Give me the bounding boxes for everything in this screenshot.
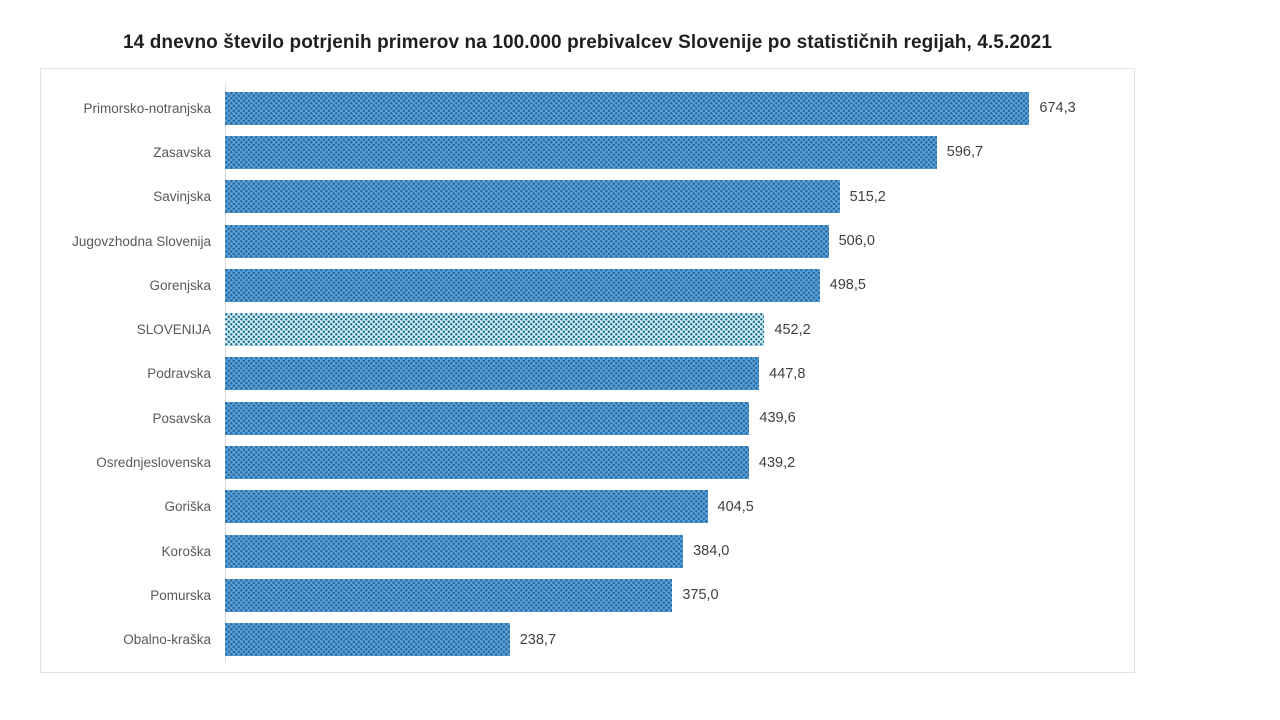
bar-value-label: 596,7 [946, 144, 984, 161]
bar-value-label: 238,7 [519, 631, 557, 648]
chart-row: Gorenjska 498,5 [41, 263, 1134, 307]
category-label: Jugovzhodna Slovenija [72, 233, 211, 249]
bar-track: 447,8 [225, 352, 1134, 396]
chart-row: Pomurska 375,0 [41, 573, 1134, 617]
bar [225, 180, 840, 214]
bar-value-label: 439,2 [758, 454, 796, 471]
category-label: Obalno-kraška [123, 632, 211, 648]
chart-row: Zasavska 596,7 [41, 130, 1134, 174]
category-label: Koroška [161, 543, 211, 559]
chart-row: Primorsko-notranjska 674,3 [41, 86, 1134, 130]
chart-row: Osrednjeslovenska 439,2 [41, 440, 1134, 484]
bar-value-label: 498,5 [829, 277, 866, 294]
category-label: Posavska [152, 410, 211, 426]
chart-area: Primorsko-notranjska 674,3 Zasavska 596,7 Sa… [40, 68, 1135, 673]
chart-title: 14 dnevno število potrjenih primerov na … [123, 32, 1052, 53]
category-label: Primorsko-notranjska [83, 100, 211, 116]
category-label: Savinjska [153, 189, 211, 205]
bar [225, 401, 750, 435]
bar [225, 357, 760, 391]
bar-value-label: 506,0 [838, 233, 875, 250]
bar-value-label: 439,6 [759, 410, 796, 427]
category-label: Gorenjska [149, 277, 211, 293]
bar [225, 91, 1030, 125]
chart-row: Koroška 384,0 [41, 529, 1134, 573]
chart-row: Obalno-kraška 238,7 [41, 618, 1134, 662]
chart-row: Posavska 439,6 [41, 396, 1134, 440]
category-label: SLOVENIJA [136, 322, 211, 338]
bar-value-label: 674,3 [1039, 100, 1076, 117]
category-label: Podravska [147, 366, 211, 382]
bar-track: 439,2 [225, 440, 1134, 484]
bar-value-label: 447,8 [769, 365, 806, 382]
bar [225, 623, 510, 657]
bar-value-label: 375,0 [682, 587, 719, 604]
bar [225, 490, 708, 524]
chart-row: Podravska 447,8 [41, 352, 1134, 396]
chart-row: SLOVENIJA 452,2 [41, 307, 1134, 351]
bar [225, 224, 829, 258]
bar-highlighted [225, 313, 765, 347]
chart-row: Goriška 404,5 [41, 485, 1134, 529]
bar-track: 452,2 [225, 307, 1134, 351]
bar-value-label: 452,2 [774, 321, 811, 338]
bar [225, 268, 820, 302]
bar-value-label: 404,5 [717, 498, 754, 515]
bar-track: 384,0 [225, 529, 1134, 573]
bar-track: 375,0 [225, 573, 1134, 617]
bar-track: 498,5 [225, 263, 1134, 307]
bar [225, 534, 684, 568]
bar [225, 446, 749, 480]
bar-track: 515,2 [225, 175, 1134, 219]
category-label: Pomurska [150, 587, 211, 603]
bar [225, 135, 937, 169]
chart-row: Jugovzhodna Slovenija 506,0 [41, 219, 1134, 263]
bar-value-label: 515,2 [849, 188, 886, 205]
bar [225, 578, 673, 612]
category-label: Zasavska [153, 144, 211, 160]
category-label: Osrednjeslovenska [96, 455, 211, 471]
bar-track: 596,7 [225, 130, 1134, 174]
bar-track: 506,0 [225, 219, 1134, 263]
bar-track: 238,7 [225, 618, 1134, 662]
category-label: Goriška [164, 499, 211, 515]
bar-value-label: 384,0 [693, 543, 730, 560]
bar-rows: Primorsko-notranjska 674,3 Zasavska 596,7 Sa… [41, 86, 1134, 662]
bar-track: 674,3 [225, 86, 1134, 130]
bar-track: 404,5 [225, 485, 1134, 529]
chart-row: Savinjska 515,2 [41, 175, 1134, 219]
bar-track: 439,6 [225, 396, 1134, 440]
